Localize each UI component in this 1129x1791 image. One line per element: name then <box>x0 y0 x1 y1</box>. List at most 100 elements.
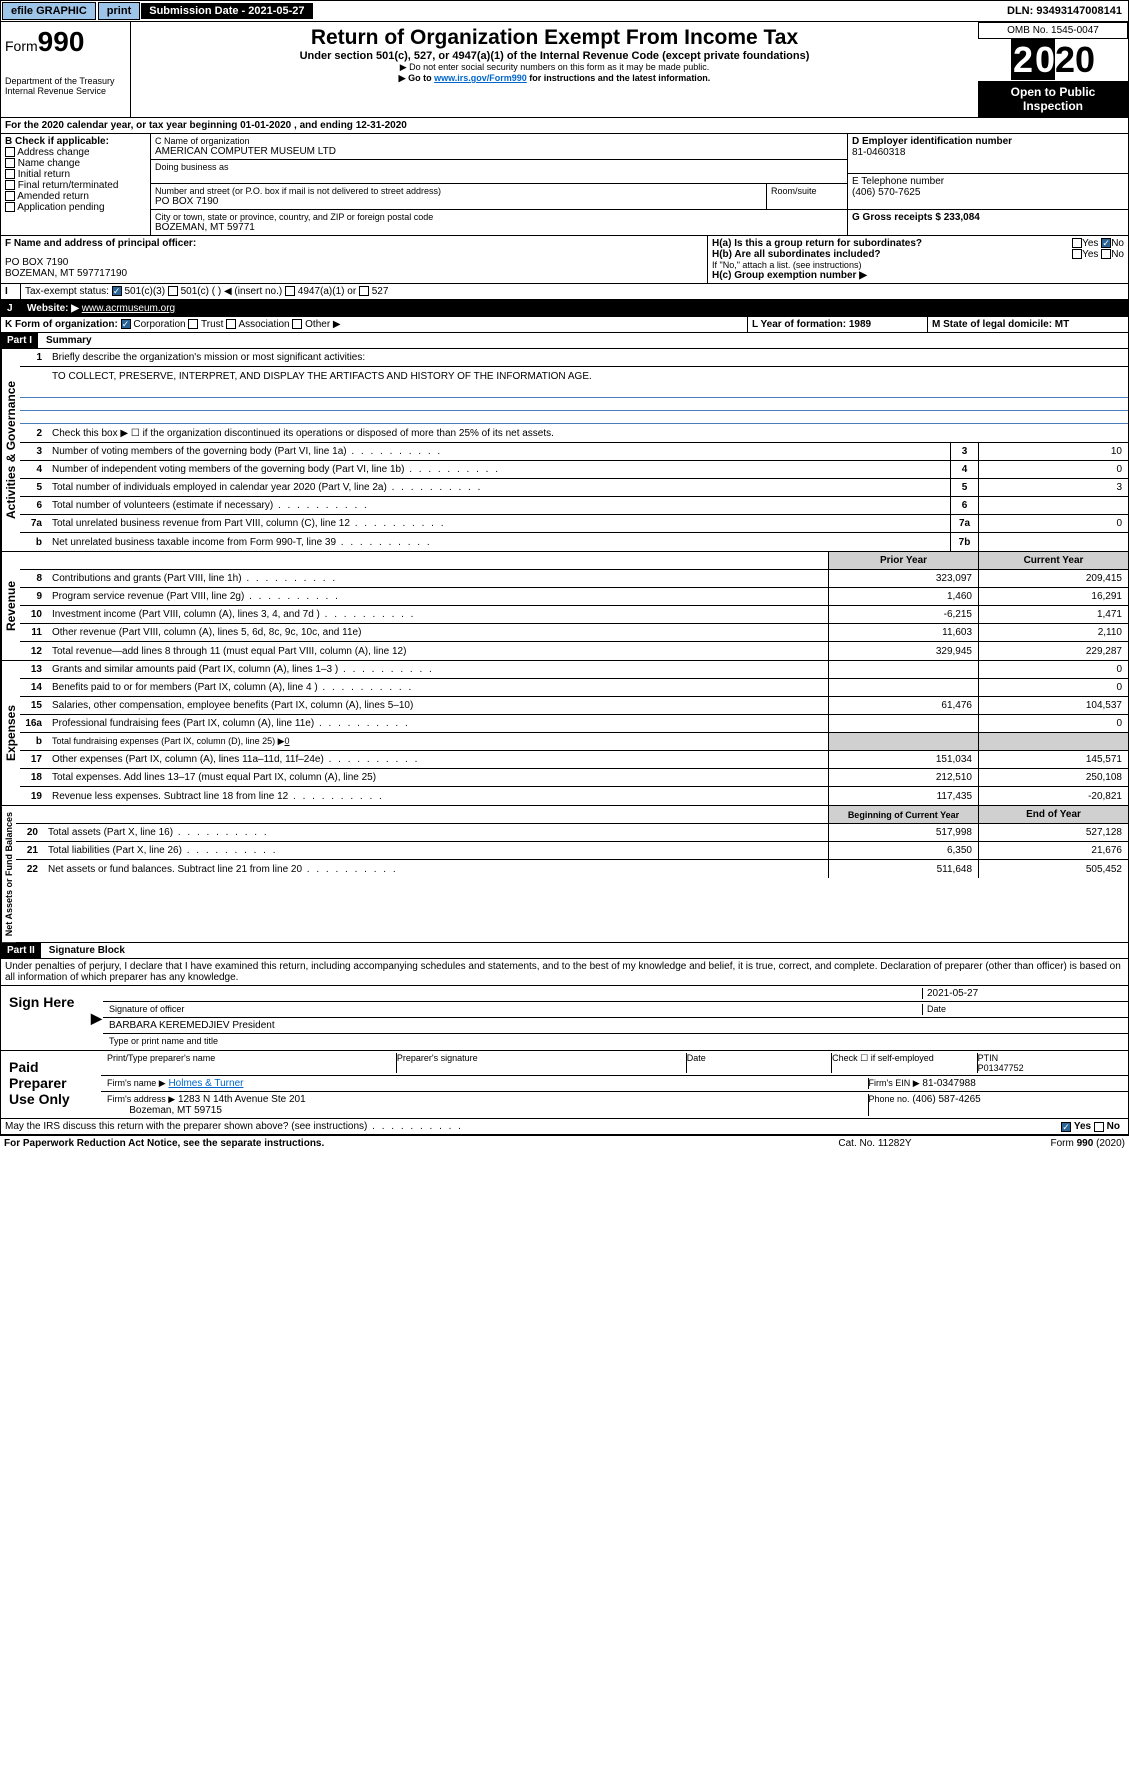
h-note: If "No," attach a list. (see instruction… <box>712 260 1124 270</box>
l9: Program service revenue (Part VIII, line… <box>48 589 828 604</box>
l10: Investment income (Part VIII, column (A)… <box>48 607 828 622</box>
sign-here-block: Sign Here ▶ 2021-05-27 Signature of offi… <box>0 986 1129 1051</box>
discuss-no[interactable] <box>1094 1122 1104 1132</box>
p19: 117,435 <box>828 787 978 805</box>
chk-pending[interactable]: Application pending <box>5 202 146 213</box>
period-row: For the 2020 calendar year, or tax year … <box>0 118 1129 134</box>
l6: Total number of volunteers (estimate if … <box>48 498 950 513</box>
chk-assoc[interactable] <box>226 319 236 329</box>
l2: Check this box ▶ ☐ if the organization d… <box>48 426 1128 441</box>
ha-yes[interactable] <box>1072 238 1082 248</box>
col-curr: Current Year <box>978 552 1128 569</box>
footer: For Paperwork Reduction Act Notice, see … <box>0 1135 1129 1151</box>
prep-date-label: Date <box>687 1053 832 1073</box>
chk-address[interactable]: Address change <box>5 147 146 158</box>
chk-amended[interactable]: Amended return <box>5 191 146 202</box>
topbar: efile GRAPHIC print Submission Date - 20… <box>0 0 1129 22</box>
p16b <box>828 733 978 750</box>
form-title: Return of Organization Exempt From Incom… <box>139 26 970 50</box>
officer-name: BARBARA KEREMEDJIEV President <box>109 1020 275 1031</box>
prep-sig-label: Preparer's signature <box>397 1053 687 1073</box>
print-btn[interactable]: print <box>98 2 140 20</box>
date-label: Date <box>922 1004 1122 1015</box>
chk-name[interactable]: Name change <box>5 158 146 169</box>
chk-other[interactable] <box>292 319 302 329</box>
c12: 229,287 <box>978 642 1128 660</box>
efile-btn[interactable]: efile GRAPHIC <box>2 2 96 20</box>
bcd-row: B Check if applicable: Address change Na… <box>0 134 1129 236</box>
part2-tag: Part II <box>1 943 41 958</box>
firm-name-link[interactable]: Holmes & Turner <box>168 1078 243 1089</box>
expenses-block: Expenses 13Grants and similar amounts pa… <box>0 661 1129 806</box>
ptin-value: P01347752 <box>978 1063 1024 1073</box>
sign-here-label: Sign Here <box>1 986 91 1050</box>
l17: Other expenses (Part IX, column (A), lin… <box>48 752 828 767</box>
l1-label: Briefly describe the organization's miss… <box>48 350 1128 365</box>
cat-no: Cat. No. 11282Y <box>775 1138 975 1149</box>
p9: 1,460 <box>828 588 978 605</box>
chk-final[interactable]: Final return/terminated <box>5 180 146 191</box>
firm-name-label: Firm's name ▶ <box>107 1078 166 1088</box>
j-label: Website: ▶ <box>27 303 79 314</box>
p8: 323,097 <box>828 570 978 587</box>
tax-label: Tax-exempt status: <box>25 286 109 297</box>
dept-label: Department of the Treasury Internal Reve… <box>5 76 126 96</box>
c17: 145,571 <box>978 751 1128 768</box>
dln: DLN: 93493147008141 <box>1007 5 1128 17</box>
p18: 212,510 <box>828 769 978 786</box>
dba-label: Doing business as <box>155 162 843 172</box>
part1-header: Part I Summary <box>0 333 1129 349</box>
part2-header: Part II Signature Block <box>0 943 1129 959</box>
v3: 10 <box>978 443 1128 460</box>
k-label: K Form of organization: <box>5 319 118 330</box>
l20: Total assets (Part X, line 16) <box>44 825 828 840</box>
chk-501c[interactable] <box>168 286 178 296</box>
m-label: M State of legal domicile: MT <box>932 319 1069 330</box>
website-link[interactable]: www.acrmuseum.org <box>82 303 175 314</box>
discuss-yes[interactable]: ✓ <box>1061 1122 1071 1132</box>
tab-expenses: Expenses <box>1 661 20 805</box>
chk-corp[interactable]: ✓ <box>121 319 131 329</box>
ptin-label: PTIN <box>978 1053 999 1063</box>
l5: Total number of individuals employed in … <box>48 480 950 495</box>
e-label: E Telephone number <box>852 176 1124 187</box>
hb-no[interactable] <box>1101 249 1111 259</box>
c8: 209,415 <box>978 570 1128 587</box>
p17: 151,034 <box>828 751 978 768</box>
chk-4947[interactable] <box>285 286 295 296</box>
paid-label: Paid Preparer Use Only <box>1 1051 101 1118</box>
hc-row: H(c) Group exemption number ▶ <box>712 270 1124 281</box>
c-label: C Name of organization <box>155 136 843 146</box>
c16b <box>978 733 1128 750</box>
p10: -6,215 <box>828 606 978 623</box>
l16b: Total fundraising expenses (Part IX, col… <box>48 734 828 749</box>
v4: 0 <box>978 461 1128 478</box>
part1-tag: Part I <box>1 333 38 348</box>
revenue-block: Revenue Prior YearCurrent Year 8Contribu… <box>0 552 1129 661</box>
chk-527[interactable] <box>359 286 369 296</box>
ha-no[interactable]: ✓ <box>1101 238 1111 248</box>
addr-label: Number and street (or P.O. box if mail i… <box>155 186 762 196</box>
col-beg: Beginning of Current Year <box>828 806 978 823</box>
period-text: For the 2020 calendar year, or tax year … <box>1 118 1128 133</box>
chk-501c3[interactable]: ✓ <box>112 286 122 296</box>
irs-link[interactable]: www.irs.gov/Form990 <box>434 73 527 83</box>
f-addr1: PO BOX 7190 <box>5 257 703 268</box>
phone-value: (406) 570-7625 <box>852 187 1124 198</box>
discuss-text: May the IRS discuss this return with the… <box>1 1119 1053 1134</box>
g-label: G Gross receipts $ 233,084 <box>852 212 980 223</box>
l12: Total revenue—add lines 8 through 11 (mu… <box>48 644 828 659</box>
firm-addr1: 1283 N 14th Avenue Ste 201 <box>178 1094 306 1105</box>
submission-date: Submission Date - 2021-05-27 <box>141 3 312 19</box>
l19: Revenue less expenses. Subtract line 18 … <box>48 789 828 804</box>
f-label: F Name and address of principal officer: <box>5 238 196 249</box>
hb-yes[interactable] <box>1072 249 1082 259</box>
c14: 0 <box>978 679 1128 696</box>
chk-initial[interactable]: Initial return <box>5 169 146 180</box>
omb-number: OMB No. 1545-0047 <box>978 22 1128 39</box>
firm-ein: 81-0347988 <box>922 1078 975 1089</box>
chk-trust[interactable] <box>188 319 198 329</box>
room-label: Room/suite <box>767 184 847 209</box>
check-self[interactable]: Check ☐ if self-employed <box>832 1053 977 1073</box>
addr-value: PO BOX 7190 <box>155 196 762 207</box>
